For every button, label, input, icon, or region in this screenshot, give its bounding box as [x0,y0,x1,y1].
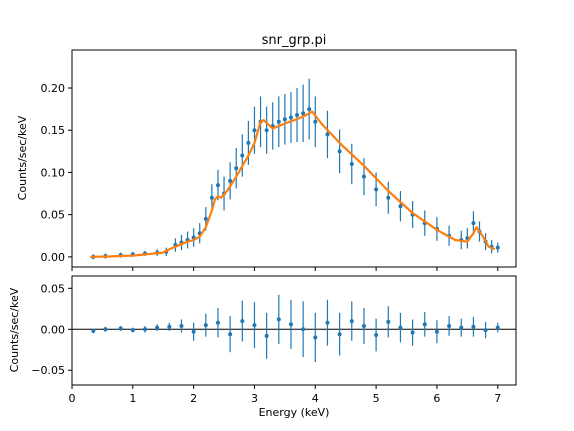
data-point [374,333,379,338]
data-point [495,245,500,250]
data-point [240,319,245,324]
data-point [337,149,342,154]
y-tick-label: 0.05 [41,282,66,295]
data-point [301,111,306,116]
data-point [234,166,239,171]
x-tick-label: 0 [69,392,76,405]
data-point [349,161,354,166]
data-point [483,328,488,333]
model-line [90,110,496,258]
top-panel-frame [71,49,517,268]
data-point [361,174,366,179]
data-point [361,323,366,328]
data-point [142,327,147,332]
data-point [203,323,208,328]
data-point [288,322,293,327]
data-point [459,325,464,330]
bottom-data-series [91,294,500,363]
data-point [495,325,500,330]
data-point [313,335,318,340]
data-point [307,107,312,112]
x-tick-label: 5 [373,392,380,405]
data-point [228,178,233,183]
y-tick-label: 0.15 [41,124,66,137]
data-point [264,333,269,338]
data-point [471,221,476,226]
data-point [130,328,135,333]
x-axis-label: Energy (keV) [259,406,330,419]
data-point [276,317,281,322]
data-point [118,326,123,331]
top-data-series [91,78,500,260]
data-point [240,153,245,158]
data-point [91,328,96,333]
data-point [410,330,415,335]
y-tick-label: 0.20 [41,82,66,95]
data-point [282,117,287,122]
data-point [398,204,403,209]
data-point [203,216,208,221]
data-point [228,332,233,337]
data-point [471,324,476,329]
data-point [209,195,214,200]
data-point [434,329,439,334]
top-plot-area [90,78,500,260]
data-point [398,325,403,330]
x-tick-label: 2 [190,392,197,405]
data-point [386,195,391,200]
x-tick-label: 7 [494,392,501,405]
data-point [301,327,306,332]
y-tick-label: 0.00 [41,251,66,264]
data-point [337,332,342,337]
data-point [374,187,379,192]
data-point [447,323,452,328]
y-tick-label: 0.00 [41,323,66,336]
y-tick-label: 0.05 [41,209,66,222]
data-point [325,132,330,137]
data-point [215,183,220,188]
data-point [386,319,391,324]
data-point [246,140,251,145]
top-axes: 0.00 0.05 0.10 0.15 0.20 [41,82,499,271]
x-tick-label: 3 [251,392,258,405]
chart-title: snr_grp.pi [262,33,327,48]
data-point [288,115,293,120]
data-point [276,119,281,124]
x-tick-label: 4 [312,392,319,405]
data-point [155,325,160,330]
bottom-plot-area [72,294,516,363]
top-y-axis-label: Counts/sec/keV [16,115,29,200]
data-point [264,128,269,133]
data-point [252,128,257,133]
x-tick-label: 1 [129,392,136,405]
data-point [167,324,172,329]
data-point [179,323,184,328]
data-point [422,322,427,327]
data-point [191,329,196,334]
data-point [103,327,108,332]
data-point [325,320,330,325]
data-point [313,119,318,124]
data-point [295,113,300,118]
x-tick-label: 6 [433,392,440,405]
data-point [215,320,220,325]
bottom-panel-frame [71,275,517,386]
bottom-axes: 0 1 2 3 4 5 6 7 −0.05 0.00 0.05 [31,282,501,405]
data-point [349,319,354,324]
bottom-y-axis-label: Counts/sec/keV [8,287,21,372]
data-point [252,323,257,328]
y-tick-label: −0.05 [31,364,65,377]
y-tick-label: 0.10 [41,166,66,179]
